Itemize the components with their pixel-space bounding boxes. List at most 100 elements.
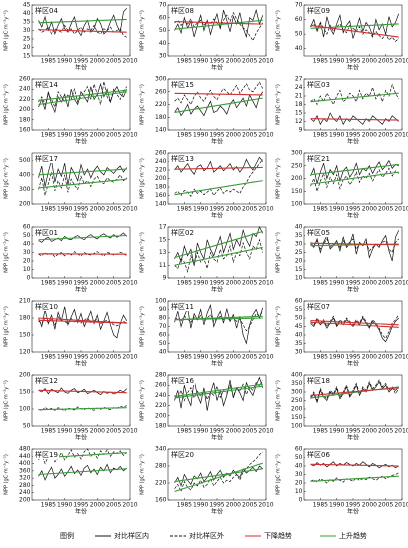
panel-title: 样区18 [307, 376, 330, 385]
y-tick-label: 60 [159, 14, 167, 21]
trend-line [174, 97, 263, 114]
x-tick-label: 2005 [106, 428, 121, 435]
y-tick-label: 20 [295, 480, 303, 487]
x-tick-label: 1995 [73, 132, 88, 139]
x-tick-label: 1995 [73, 428, 88, 435]
y-tick-label: 35 [295, 340, 303, 347]
y-tick-label: 50 [159, 27, 167, 34]
series-line [38, 171, 127, 196]
x-tick-label: 2005 [242, 58, 257, 65]
x-axis-label: 年份 [75, 360, 87, 368]
y-tick-label: 12 [295, 118, 303, 125]
y-axis-label: NPP (gC·m⁻²y⁻¹) [276, 306, 282, 347]
y-tick-label: 480 [19, 446, 31, 453]
x-tick-label: 1985 [177, 58, 192, 65]
y-tick-label: 20 [23, 44, 31, 51]
trend-line [310, 24, 399, 38]
x-tick-label: 2010 [394, 132, 408, 139]
y-tick-label: 40 [23, 241, 31, 248]
x-tick-label: 2000 [90, 58, 105, 65]
x-axis-label: 年份 [75, 286, 87, 294]
y-tick-label: 40 [295, 45, 303, 52]
x-tick-label: 1995 [345, 132, 360, 139]
y-tick-label: 100 [155, 298, 167, 305]
x-tick-label: 2005 [106, 58, 121, 65]
x-tick-label: 1990 [329, 502, 344, 509]
x-tick-label: 2010 [394, 428, 408, 435]
title-box [169, 154, 195, 163]
x-tick-label: 1995 [209, 58, 224, 65]
y-tick-label: 24 [295, 84, 303, 91]
title-box [33, 228, 59, 237]
x-axis-label: 年份 [75, 64, 87, 72]
x-tick-label: 2010 [122, 58, 137, 65]
y-axis-label: NPP (gC·m⁻²y⁻¹) [4, 158, 10, 199]
panel-title: 样区10 [35, 302, 58, 311]
x-tick-label: 1990 [193, 280, 208, 287]
trend-line [310, 92, 399, 103]
x-tick-label: 1990 [329, 206, 344, 213]
y-tick-label: 25 [295, 249, 303, 256]
x-tick-label: 2010 [258, 58, 273, 65]
y-tick-label: 55 [295, 306, 303, 313]
y-tick-label: 10 [295, 275, 303, 282]
y-tick-label: 260 [155, 88, 167, 95]
title-box [169, 302, 195, 311]
x-tick-label: 2005 [378, 502, 393, 509]
y-tick-label: 200 [155, 175, 167, 182]
y-axis-label: NPP (gC·m⁻²y⁻¹) [4, 232, 10, 273]
x-axis-label: 年份 [211, 212, 223, 220]
y-tick-label: 200 [19, 372, 31, 379]
x-tick-label: 2010 [258, 280, 273, 287]
series-line [310, 317, 399, 343]
trend-line [174, 462, 263, 493]
y-tick-label: 200 [155, 412, 167, 419]
x-tick-label: 2000 [226, 132, 241, 139]
title-box [305, 80, 331, 89]
x-tick-label: 1985 [177, 502, 192, 509]
x-tick-label: 2010 [394, 354, 408, 361]
x-axis-label: 年份 [347, 360, 359, 368]
x-tick-label: 1985 [41, 58, 56, 65]
x-tick-label: 1990 [57, 132, 72, 139]
series-line [174, 156, 264, 175]
x-tick-label: 2010 [122, 280, 137, 287]
series-line [174, 226, 264, 266]
series-line [174, 303, 264, 345]
x-axis-label: 年份 [347, 212, 359, 220]
y-tick-label: 260 [155, 150, 167, 157]
x-tick-label: 1990 [329, 354, 344, 361]
x-tick-label: 1985 [313, 206, 328, 213]
y-tick-label: 150 [19, 389, 31, 396]
y-tick-label: 180 [19, 116, 31, 123]
x-tick-label: 2000 [226, 206, 241, 213]
trend-line [174, 21, 263, 25]
x-tick-label: 2010 [394, 206, 408, 213]
title-box [305, 154, 331, 163]
y-tick-label: 9 [163, 275, 167, 282]
x-tick-label: 1990 [193, 206, 208, 213]
panel-title: 样区01 [35, 228, 58, 237]
y-tick-label: 280 [155, 463, 167, 470]
panel-title: 样区19 [35, 450, 58, 459]
x-tick-label: 2005 [106, 354, 121, 361]
x-tick-label: 2005 [378, 206, 393, 213]
x-tick-label: 2010 [122, 354, 137, 361]
x-tick-label: 1995 [73, 58, 88, 65]
legend-label: 上升趋势 [339, 531, 367, 540]
y-tick-label: 15 [159, 236, 167, 243]
y-tick-label: 160 [19, 127, 31, 134]
x-tick-label: 1995 [73, 502, 88, 509]
x-tick-label: 1990 [193, 354, 208, 361]
x-tick-label: 2000 [226, 58, 241, 65]
title-box [33, 6, 59, 15]
x-tick-label: 1990 [329, 280, 344, 287]
trend-line [174, 385, 263, 399]
y-axis-label: NPP (gC·m⁻²y⁻¹) [276, 10, 282, 51]
y-tick-label: 300 [291, 150, 303, 157]
panel-title: 样区08 [171, 6, 194, 15]
panel-title: 样区09 [307, 6, 330, 15]
x-tick-label: 1985 [41, 428, 56, 435]
x-tick-label: 2005 [242, 280, 257, 287]
x-tick-label: 1995 [73, 280, 88, 287]
